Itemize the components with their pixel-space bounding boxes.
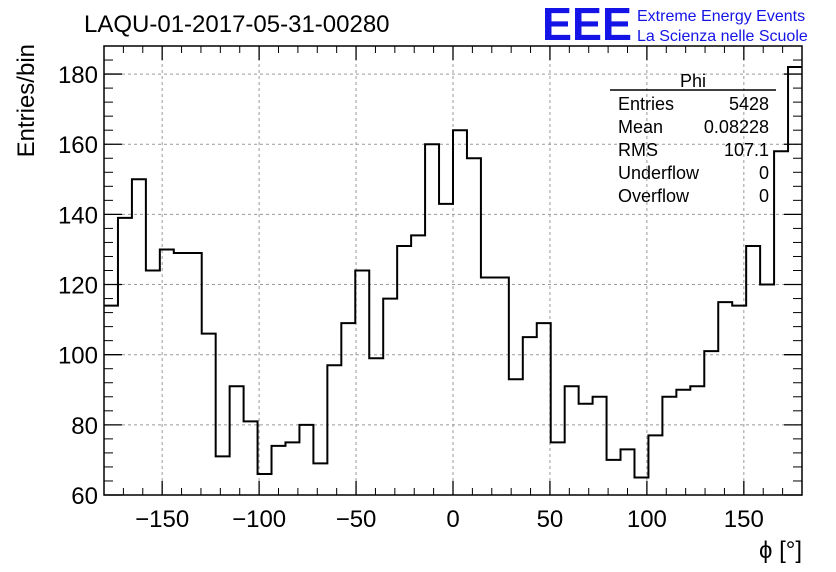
stats-row-value: 0 [759, 163, 769, 183]
logo: EEE Extreme Energy Events La Scienza nel… [542, 0, 808, 50]
y-tick-label: 80 [71, 413, 98, 440]
x-tick-label: −50 [336, 506, 377, 533]
stats-row-label: Entries [618, 94, 674, 114]
stats-row-value: 0 [759, 186, 769, 206]
stats-row-value: 5428 [729, 94, 769, 114]
stats-row-label: Underflow [618, 163, 700, 183]
stats-box: Phi Entries 5428 Mean 0.08228 RMS 107.1 Underf… [610, 71, 776, 206]
stats-box-title: Phi [680, 71, 706, 91]
grid [104, 46, 802, 496]
x-axis-label: ϕ [°] [759, 537, 802, 564]
x-tick-label: −100 [232, 506, 286, 533]
x-tick-label: 50 [537, 506, 564, 533]
histogram-line [104, 66, 802, 479]
y-tick-label: 140 [58, 202, 98, 229]
y-tick-label: 100 [58, 343, 98, 370]
stats-row-value: 107.1 [724, 140, 769, 160]
stats-row-label: Overflow [618, 186, 690, 206]
stats-row-value: 0.08228 [704, 117, 769, 137]
stats-row-label: Mean [618, 117, 663, 137]
eee-logo-mark: EEE [542, 0, 632, 50]
y-tick-labels: 60 80 100 120 140 160 180 [58, 62, 98, 510]
y-tick-label: 180 [58, 62, 98, 89]
y-tick-label: 60 [71, 483, 98, 510]
y-axis-label: Entries/bin [13, 44, 40, 157]
logo-line-1: Extreme Energy Events [637, 8, 805, 25]
chart-title: LAQU-01-2017-05-31-00280 [84, 11, 390, 38]
logo-line-2: La Scienza nelle Scuole [637, 28, 808, 45]
x-tick-label: 0 [446, 506, 459, 533]
stats-row-label: RMS [618, 140, 658, 160]
x-tick-label: 150 [724, 506, 764, 533]
x-tick-label: 100 [627, 506, 667, 533]
y-tick-label: 120 [58, 273, 98, 300]
y-tick-label: 160 [58, 132, 98, 159]
x-tick-labels: −150 −100 −50 0 50 100 150 [135, 506, 764, 533]
stats-rows: Entries 5428 Mean 0.08228 RMS 107.1 Underflow 0… [618, 94, 769, 206]
x-tick-label: −150 [135, 506, 189, 533]
plot-frame [103, 45, 803, 496]
